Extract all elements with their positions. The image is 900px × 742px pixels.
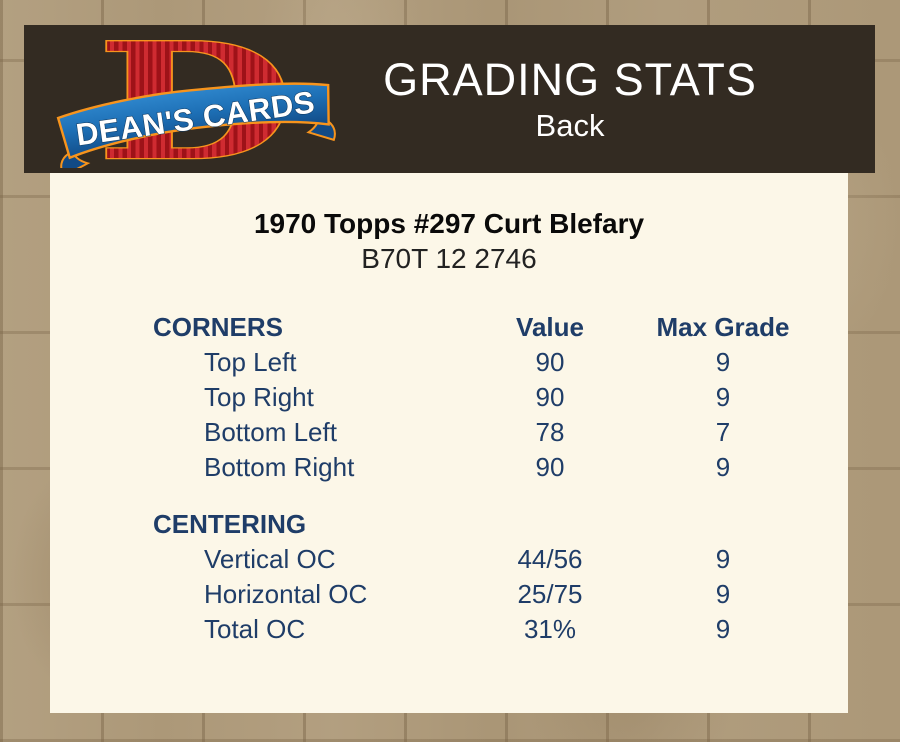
row-label: Bottom Right (204, 452, 355, 482)
table-row: Horizontal OC 25/75 9 (50, 577, 848, 612)
section-header-centering: CENTERING (153, 509, 307, 539)
content-panel: 1970 Topps #297 Curt Blefary B70T 12 274… (50, 173, 848, 713)
section-header-corners: CORNERS (153, 312, 284, 342)
row-label: Vertical OC (204, 544, 336, 574)
value-cell: 90 (535, 347, 565, 377)
card-side-label: Back (535, 107, 605, 143)
column-header-value: Value (516, 312, 584, 342)
max-grade-cell: 9 (715, 452, 731, 482)
max-grade-cell: 9 (715, 347, 731, 377)
value-cell: 25/75 (517, 579, 583, 609)
grading-stats-table: CORNERS Value Max Grade Top Left 90 9 To… (50, 310, 848, 647)
table-row: Bottom Left 78 7 (50, 415, 848, 450)
max-grade-cell: 7 (715, 417, 731, 447)
value-cell: 90 (535, 382, 565, 412)
row-label: Top Right (204, 382, 314, 412)
value-cell: 31% (523, 614, 577, 644)
deans-cards-logo[interactable]: D DEAN'S CARDS (55, 36, 339, 168)
table-row: Vertical OC 44/56 9 (50, 542, 848, 577)
header-titles: GRADING STATS Back (280, 25, 860, 173)
row-label: Bottom Left (204, 417, 337, 447)
row-label: Horizontal OC (204, 579, 368, 609)
section-header-row: CENTERING (50, 507, 848, 542)
max-grade-cell: 9 (715, 382, 731, 412)
card-serial-number: B70T 12 2746 (361, 243, 537, 274)
table-row: Top Left 90 9 (50, 345, 848, 380)
column-header-max-grade: Max Grade (656, 312, 790, 342)
max-grade-cell: 9 (715, 544, 731, 574)
table-row: Bottom Right 90 9 (50, 450, 848, 485)
header-bar: D DEAN'S CARDS GRADING STATS Back (24, 25, 875, 173)
row-label: Top Left (204, 347, 297, 377)
value-cell: 78 (535, 417, 565, 447)
value-cell: 90 (535, 452, 565, 482)
max-grade-cell: 9 (715, 579, 731, 609)
table-row: Total OC 31% 9 (50, 612, 848, 647)
row-label: Total OC (204, 614, 306, 644)
table-row: Top Right 90 9 (50, 380, 848, 415)
value-cell: 44/56 (517, 544, 583, 574)
table-header-row: CORNERS Value Max Grade (50, 310, 848, 345)
card-title: 1970 Topps #297 Curt Blefary (253, 208, 645, 239)
max-grade-cell: 9 (715, 614, 731, 644)
page-title: GRADING STATS (383, 53, 757, 105)
